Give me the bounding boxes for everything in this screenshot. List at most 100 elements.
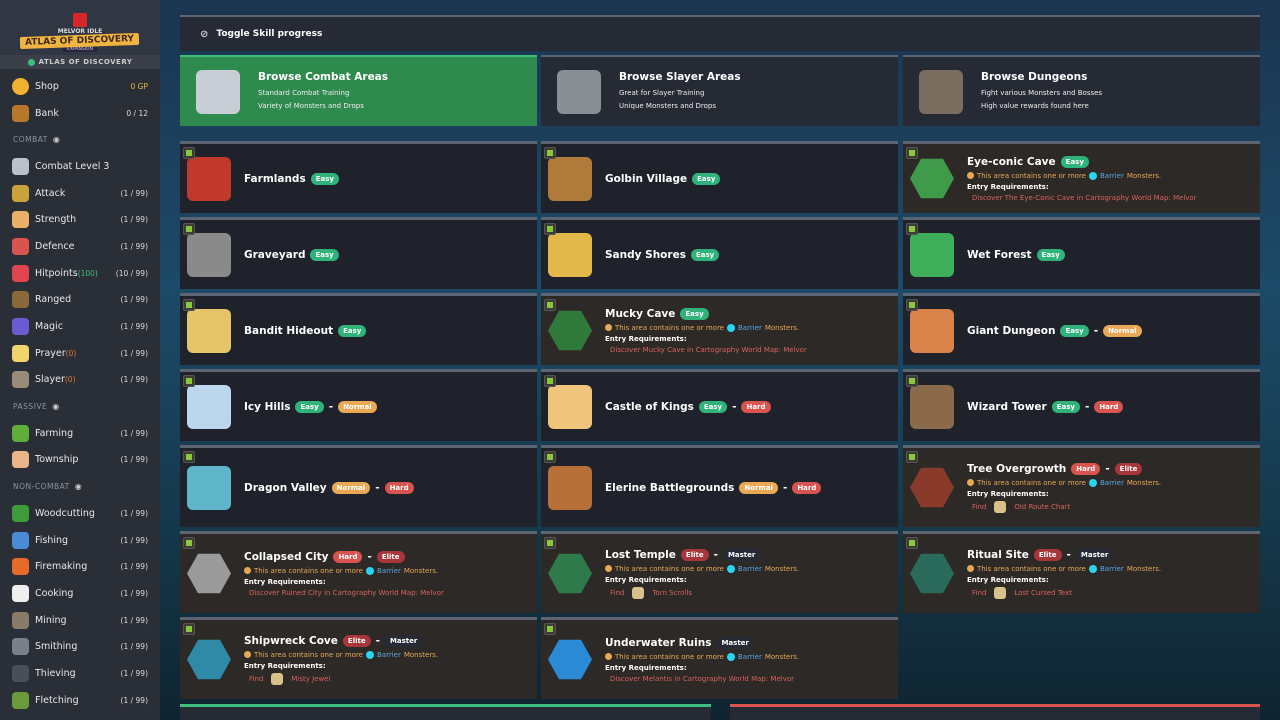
toggle-skill-progress-button[interactable]: ⊘ Toggle Skill progress (180, 15, 1260, 51)
bottom-panel-right (730, 704, 1260, 720)
eye-icon[interactable]: ◉ (52, 402, 60, 412)
sidebar-item-attack[interactable]: Attack (1 / 99) (0, 180, 160, 207)
check-icon (27, 58, 35, 66)
barrier-label: Barrier (1100, 478, 1124, 487)
sidebar-item-firemaking[interactable]: Firemaking (1 / 99) (0, 553, 160, 580)
skill-name: Fishing (35, 534, 69, 546)
browse-browse-dungeons[interactable]: Browse Dungeons Fight various Monsters an… (903, 55, 1260, 126)
difficulty-badge: Easy (698, 400, 728, 413)
sidebar-item-thieving[interactable]: Thieving (1 / 99) (0, 660, 160, 687)
area-info: Bandit Hideout Easy (244, 324, 367, 337)
sidebar-item-ranged[interactable]: Ranged (1 / 99) (0, 287, 160, 314)
skill-level: (1 / 99) (120, 562, 148, 572)
sidebar-item-smithing[interactable]: Smithing (1 / 99) (0, 633, 160, 660)
game-logo[interactable]: MELVOR IDLE ATLAS OF DISCOVERY EXPANSION (0, 0, 160, 55)
barrier-warning: This area contains one or more Barrier Mon… (967, 564, 1161, 573)
area-card-shipwreck-cove[interactable]: Shipwreck Cove Elite - Master This area cont… (180, 617, 537, 699)
sidebar-item-farming[interactable]: Farming (1 / 99) (0, 420, 160, 447)
area-card-eye-conic-cave[interactable]: Eye-conic Cave Easy This area contains one… (903, 141, 1260, 213)
graveyard-icon (187, 232, 231, 277)
difficulty-badge: Elite (1033, 548, 1062, 561)
thieving-icon (12, 664, 29, 682)
shipwreck-cove-icon (187, 639, 231, 680)
sidebar-item-fletching[interactable]: Fletching (1 / 99) (0, 687, 160, 714)
area-card-castle-of-kings[interactable]: Castle of Kings Easy - Hard (541, 369, 898, 441)
township-icon (12, 451, 29, 469)
area-card-sandy-shores[interactable]: Sandy Shores Easy (541, 217, 898, 289)
fishing-icon (12, 531, 29, 549)
skill-name: Slayer (35, 374, 65, 386)
area-card-bandit-hideout[interactable]: Bandit Hideout Easy (180, 293, 537, 365)
sidebar-item-woodcutting[interactable]: Woodcutting (1 / 99) (0, 500, 160, 527)
sidebar-item-township[interactable]: Township (1 / 99) (0, 447, 160, 474)
required-item: Misty Jewel (291, 674, 331, 683)
area-card-graveyard[interactable]: Graveyard Easy (180, 217, 537, 289)
area-title: Golbin Village Easy (605, 172, 721, 185)
entry-requirements-label: Entry Requirements: (244, 577, 326, 586)
skill-label: Fletching (35, 695, 121, 706)
area-name: Shipwreck Cove (244, 634, 338, 647)
area-tag-icon (183, 147, 195, 159)
skill-label: Defence (35, 241, 121, 252)
sidebar-item-bank[interactable]: Bank 0 / 12 (0, 100, 160, 127)
difficulty-badge: Elite (1114, 462, 1143, 475)
sidebar-item-shop[interactable]: Shop 0 GP (0, 73, 160, 100)
area-card-golbin-village[interactable]: Golbin Village Easy (541, 141, 898, 213)
skill-level: (1 / 99) (120, 188, 148, 198)
skill-level: (1 / 99) (120, 695, 148, 705)
area-card-lost-temple[interactable]: Lost Temple Elite - Master This area contain… (541, 531, 898, 613)
warning-text: This area contains one or more (977, 171, 1086, 180)
area-card-giant-dungeon[interactable]: Giant Dungeon Easy - Normal (903, 293, 1260, 365)
logo-line1: MELVOR IDLE (57, 28, 103, 35)
area-card-underwater-ruins[interactable]: Underwater Ruins Master This area contains… (541, 617, 898, 699)
sidebar-item-strength[interactable]: Strength (1 / 99) (0, 206, 160, 233)
barrier-label: Barrier (377, 566, 401, 575)
area-card-tree-overgrowth[interactable]: Tree Overgrowth Hard - Elite This area conta… (903, 445, 1260, 527)
skill-label: Mining (35, 615, 121, 626)
area-card-icy-hills[interactable]: Icy Hills Easy - Normal (180, 369, 537, 441)
sidebar-item-slayer[interactable]: Slayer(0) (1 / 99) (0, 367, 160, 394)
sidebar-item-cooking[interactable]: Cooking (1 / 99) (0, 580, 160, 607)
attack-icon (12, 184, 29, 202)
required-item: Old Route Chart (1014, 502, 1071, 511)
sidebar-item-mining[interactable]: Mining (1 / 99) (0, 607, 160, 634)
bottom-panel-left (180, 704, 711, 720)
area-name: Icy Hills (244, 400, 291, 413)
sidebar-item-prayer[interactable]: Prayer(0) (1 / 99) (0, 340, 160, 367)
area-card-elerine-battlegrounds[interactable]: Elerine Battlegrounds Normal - Hard (541, 445, 898, 527)
browse-browse-combat-areas[interactable]: Browse Combat Areas Standard Combat Train… (180, 55, 537, 126)
area-card-wet-forest[interactable]: Wet Forest Easy (903, 217, 1260, 289)
entry-requirements-label: Entry Requirements: (967, 575, 1049, 584)
difficulty-badge: Hard (333, 550, 363, 563)
area-card-wizard-tower[interactable]: Wizard Tower Easy - Hard (903, 369, 1260, 441)
sidebar-item-fishing[interactable]: Fishing (1 / 99) (0, 527, 160, 554)
sidebar-item-combat-level-3[interactable]: Combat Level 3 (0, 153, 160, 180)
area-card-mucky-cave[interactable]: Mucky Cave Easy This area contains one or … (541, 293, 898, 365)
sidebar-item-hitpoints[interactable]: Hitpoints(100) (10 / 99) (0, 260, 160, 287)
entry-requirement: Discover The Eye-Conic Cave in Cartograp… (967, 194, 1197, 202)
browse-browse-slayer-areas[interactable]: Browse Slayer Areas Great for Slayer Trai… (541, 55, 898, 126)
eye-icon[interactable]: ◉ (74, 482, 83, 492)
skill-name: Woodcutting (35, 507, 95, 519)
area-card-ritual-site[interactable]: Ritual Site Elite - Master This area contain… (903, 531, 1260, 613)
skill-name: Thieving (35, 667, 76, 679)
dash: - (367, 550, 372, 563)
skill-name: Mining (35, 614, 67, 626)
toggle-label: Toggle Skill progress (216, 29, 323, 39)
area-card-farmlands[interactable]: Farmlands Easy (180, 141, 537, 213)
eye-icon[interactable]: ◉ (52, 135, 61, 145)
browse-subtitle: High value rewards found here (981, 101, 1089, 110)
area-name: Eye-conic Cave (967, 155, 1056, 168)
browse-subtitle: Great for Slayer Training (619, 88, 705, 97)
skill-level: (1 / 99) (120, 668, 148, 678)
sidebar-item-defence[interactable]: Defence (1 / 99) (0, 233, 160, 260)
area-card-dragon-valley[interactable]: Dragon Valley Normal - Hard (180, 445, 537, 527)
area-title: Underwater Ruins Master (605, 636, 799, 649)
info-icon (605, 653, 612, 660)
skill-label: Strength (35, 214, 121, 225)
skill-level: (1 / 99) (120, 615, 148, 625)
sidebar-item-magic[interactable]: Magic (1 / 99) (0, 313, 160, 340)
area-card-collapsed-city[interactable]: Collapsed City Hard - Elite This area contai… (180, 531, 537, 613)
section-title: PASSIVE (13, 402, 48, 412)
barrier-icon (366, 650, 374, 659)
